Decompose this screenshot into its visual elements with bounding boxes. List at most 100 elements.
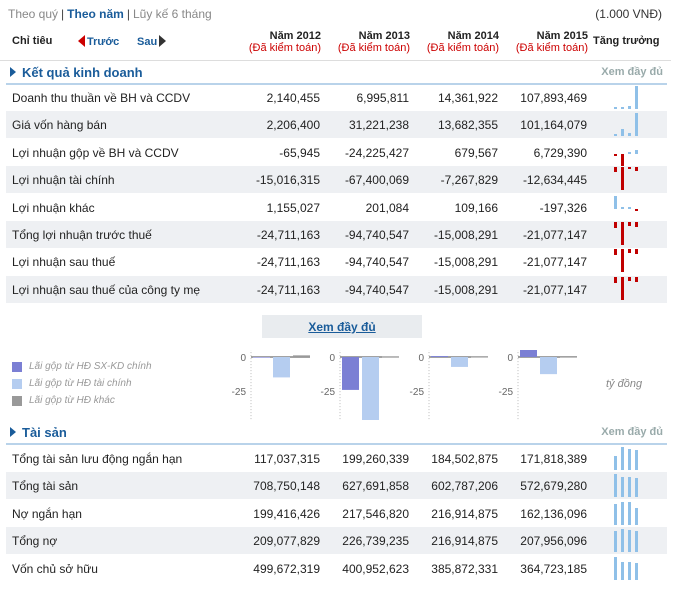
y-tick-label: 0 xyxy=(418,353,424,364)
sparkline-bar xyxy=(628,249,631,254)
tab-quarterly[interactable]: Theo quý xyxy=(8,7,59,21)
growth-sparkline xyxy=(608,276,648,303)
sparkline-bar xyxy=(614,531,617,553)
sparkline-bar xyxy=(635,507,638,525)
growth-sparkline xyxy=(608,472,648,499)
year-column-header: Năm 2015 (Đã kiểm toán) xyxy=(515,30,588,54)
row-value: -15,008,291 xyxy=(433,255,498,270)
sparkline-bar xyxy=(628,106,631,109)
row-label: Giá vốn hàng bán xyxy=(12,118,107,133)
y-tick-label: -25 xyxy=(499,387,514,398)
sparkline-bar xyxy=(628,222,631,226)
growth-column-header: Tăng trưởng xyxy=(593,35,660,47)
table-row: Tổng lợi nhuận trước thuế -24,711,163 -94,… xyxy=(6,221,667,248)
row-value: 602,787,206 xyxy=(431,479,498,494)
sparkline-bar xyxy=(635,531,638,553)
growth-sparkline xyxy=(608,555,648,582)
sparkline-bar xyxy=(635,149,638,154)
tab-yearly[interactable]: Theo năm xyxy=(67,7,124,21)
row-value: 627,691,858 xyxy=(342,479,409,494)
prev-button[interactable]: Trước xyxy=(78,35,119,48)
sparkline-bar xyxy=(628,206,631,209)
row-value: 679,567 xyxy=(454,145,498,160)
table-row: Vốn chủ sở hữu 499,672,319 400,952,623 385,… xyxy=(6,555,667,582)
table-row: Lợi nhuận sau thuế -24,711,163 -94,740,547… xyxy=(6,248,667,275)
row-value: 226,739,235 xyxy=(342,534,409,549)
sparkline-bar xyxy=(614,195,617,209)
period-tabs: Theo quý | Theo năm | Lũy kế 6 tháng (1.000 … xyxy=(8,7,672,23)
row-value: 109,166 xyxy=(454,200,498,215)
year-column-header: Năm 2014 (Đã kiểm toán) xyxy=(426,30,499,54)
sparkline-bar xyxy=(614,249,617,256)
y-tick-label: -25 xyxy=(410,387,425,398)
row-value: 216,914,875 xyxy=(431,534,498,549)
assets-view-full-link[interactable]: Xem đầy đủ xyxy=(601,426,663,438)
profit-bar xyxy=(471,356,488,358)
row-value: -7,267,829 xyxy=(440,173,498,188)
y-tick-label: 0 xyxy=(329,353,335,364)
sparkline-bar xyxy=(621,249,624,273)
row-value: -15,008,291 xyxy=(433,282,498,297)
row-value: -94,740,547 xyxy=(344,282,409,297)
sparkline-bar xyxy=(628,151,631,154)
sparkline-bar xyxy=(635,249,638,255)
income-section-header: Kết quả kinh doanh Xem đầy đủ xyxy=(6,61,667,85)
arrow-left-icon xyxy=(78,35,85,47)
growth-sparkline xyxy=(608,500,648,527)
row-label: Nợ ngắn hạn xyxy=(12,506,82,521)
growth-sparkline xyxy=(608,248,648,275)
row-value: 2,206,400 xyxy=(266,118,320,133)
growth-sparkline xyxy=(608,166,648,193)
row-label: Lợi nhuận khác xyxy=(12,200,95,215)
row-value: 31,221,238 xyxy=(348,118,409,133)
sparkline-bar xyxy=(635,167,638,172)
table-row: Lợi nhuận gộp về BH và CCDV -65,945 -24,22… xyxy=(6,139,667,167)
row-value: 199,416,426 xyxy=(253,506,320,521)
view-full-button[interactable]: Xem đầy đủ xyxy=(262,315,422,338)
tab-6-months[interactable]: Lũy kế 6 tháng xyxy=(132,7,212,21)
row-value: -12,634,445 xyxy=(522,173,587,188)
row-value: 400,952,623 xyxy=(342,561,409,576)
profit-chart-legend: Lãi gộp từ HĐ SX-KD chính Lãi gộp từ HĐ … xyxy=(12,360,212,411)
sparkline-bar xyxy=(635,113,638,137)
sparkline-bar xyxy=(614,107,617,109)
sparkline-bar xyxy=(614,153,617,156)
y-tick-label: -25 xyxy=(232,387,246,398)
row-value: -24,711,163 xyxy=(256,282,320,297)
legend-swatch xyxy=(12,362,22,372)
sparkline-bar xyxy=(621,477,624,498)
sparkline-bar xyxy=(635,478,638,498)
next-label: Sau xyxy=(137,36,158,48)
sparkline-bar xyxy=(614,556,617,580)
row-value: 207,956,096 xyxy=(520,534,587,549)
sparkline-bar xyxy=(621,222,624,245)
sparkline-bar xyxy=(635,276,638,282)
row-label: Lợi nhuận sau thuế của công ty mẹ xyxy=(12,282,200,297)
profit-bar xyxy=(431,356,448,357)
profit-bar xyxy=(560,357,577,358)
row-value: -67,400,069 xyxy=(344,173,409,188)
row-value: -24,711,163 xyxy=(256,255,320,270)
sparkline-bar xyxy=(635,222,638,227)
indicator-column-header: Chỉ tiêu xyxy=(12,35,53,47)
row-value: 162,136,096 xyxy=(520,506,587,521)
legend-swatch xyxy=(12,396,22,406)
sparkline-bar xyxy=(614,134,617,137)
sparkline-bar xyxy=(628,477,631,498)
growth-sparkline xyxy=(608,111,648,138)
next-button[interactable]: Sau xyxy=(137,35,167,48)
row-value: 117,037,315 xyxy=(254,452,320,466)
income-view-full-link[interactable]: Xem đầy đủ xyxy=(601,66,663,78)
sparkline-bar xyxy=(621,206,624,209)
sparkline-bar xyxy=(635,86,638,109)
profit-bar xyxy=(273,357,290,378)
sparkline-bar xyxy=(628,167,631,170)
row-value: -21,077,147 xyxy=(522,228,587,242)
sparkline-bar xyxy=(628,561,631,580)
legend-item: Lãi gộp từ HĐ tài chính xyxy=(12,377,212,394)
currency-unit: (1.000 VNĐ) xyxy=(595,7,662,21)
table-row: Tổng tài sản 708,750,148 627,691,858 602,78… xyxy=(6,472,667,500)
row-value: 6,729,390 xyxy=(533,145,587,160)
row-label: Vốn chủ sở hữu xyxy=(12,561,98,576)
sparkline-bar xyxy=(628,133,631,137)
